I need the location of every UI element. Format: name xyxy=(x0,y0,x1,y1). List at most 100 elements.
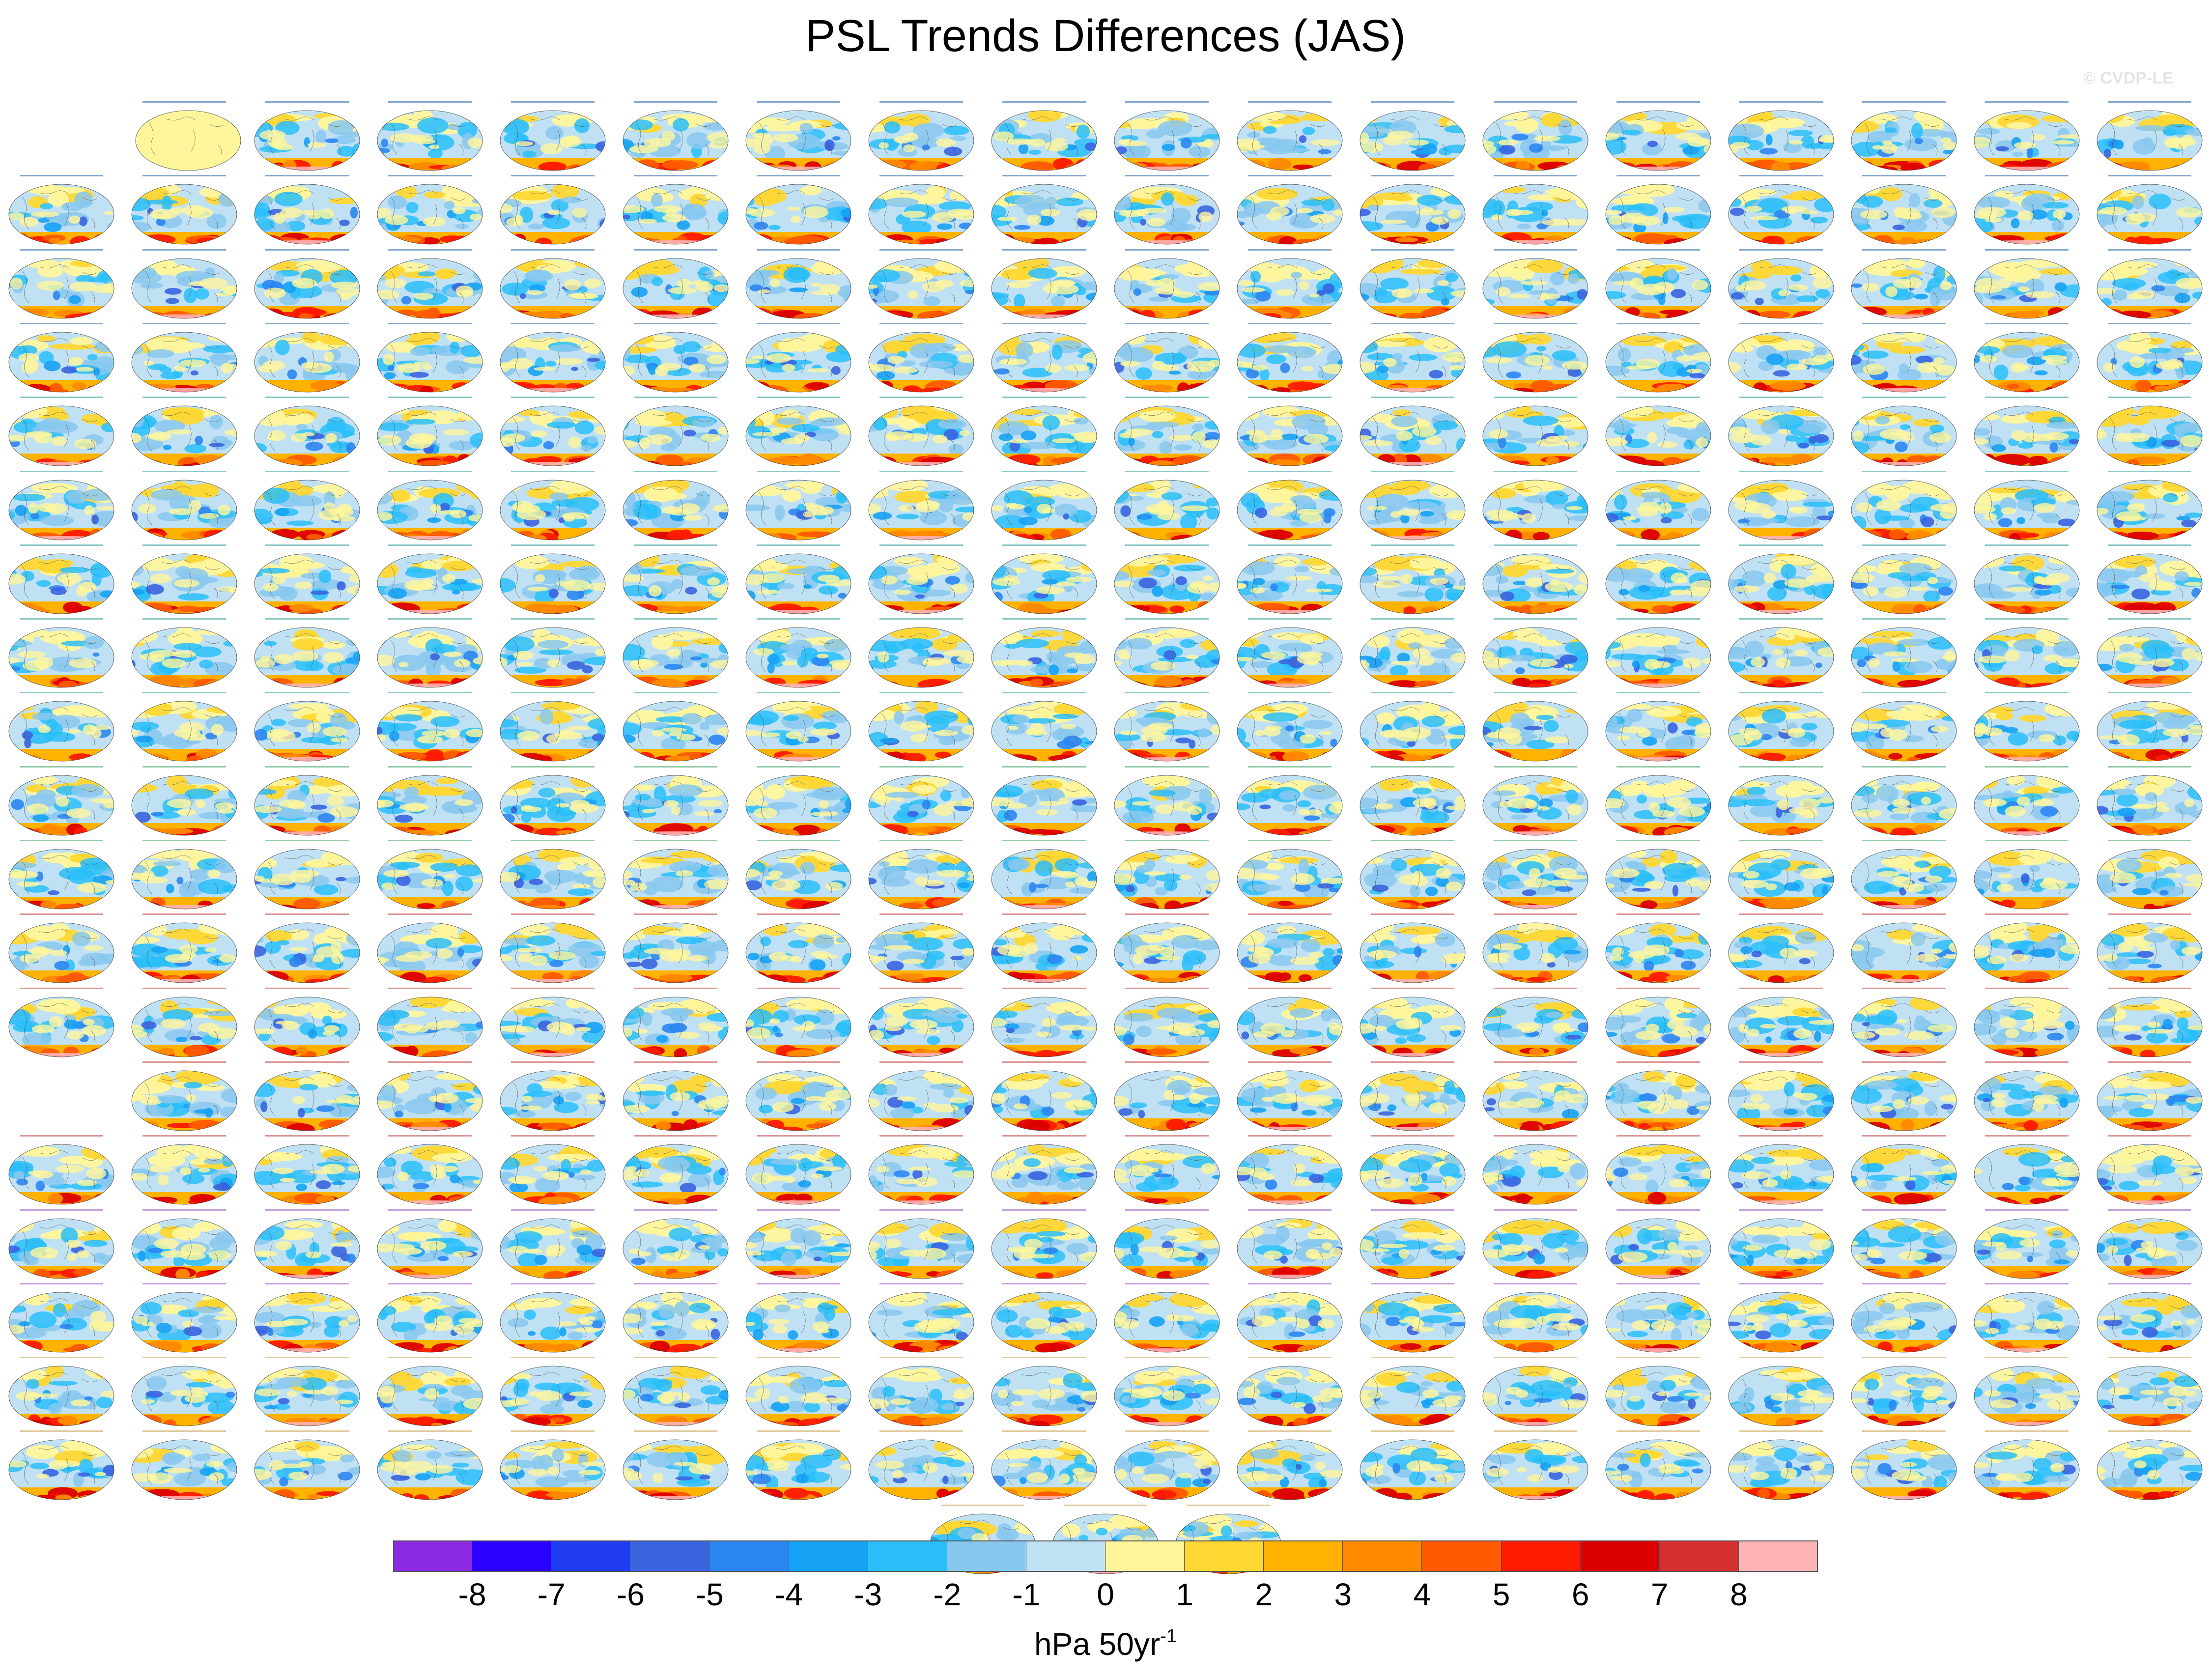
panel-label-strip xyxy=(1371,322,1454,324)
panel-label-strip xyxy=(1125,175,1209,177)
panel-map xyxy=(991,922,1097,983)
panel-label-strip xyxy=(265,101,349,103)
panel-map xyxy=(623,627,729,688)
map-panel xyxy=(614,689,737,763)
map-panel xyxy=(1965,837,2088,911)
panel-label-strip xyxy=(1616,913,1700,915)
map-panel xyxy=(1842,320,1965,394)
panel-map xyxy=(1360,1070,1466,1131)
panel-label-strip xyxy=(388,1430,472,1432)
panel-label-strip xyxy=(1616,1430,1700,1432)
trend-map xyxy=(500,258,606,318)
panel-map xyxy=(377,627,483,688)
panel-map xyxy=(1114,775,1220,836)
trend-map xyxy=(254,1292,360,1353)
panel-map xyxy=(623,1366,729,1426)
panel-map xyxy=(623,1144,729,1205)
panel-map xyxy=(745,405,851,466)
trend-map xyxy=(745,553,851,614)
trend-map xyxy=(377,1439,483,1500)
map-panel xyxy=(1720,1427,1842,1501)
panel-label-strip xyxy=(2108,175,2191,177)
panel-label-strip xyxy=(265,840,349,841)
trend-map xyxy=(1605,1366,1711,1426)
map-panel xyxy=(1106,763,1228,837)
trend-map xyxy=(1974,480,2080,540)
panel-label-strip xyxy=(511,692,595,694)
map-panel xyxy=(1351,468,1474,541)
panel-label-strip xyxy=(20,1282,103,1284)
trend-map xyxy=(1360,332,1466,393)
trend-map xyxy=(377,110,483,171)
map-panel xyxy=(0,985,123,1058)
map-panel xyxy=(1228,689,1351,763)
units-exponent: -1 xyxy=(1160,1626,1177,1647)
trend-map xyxy=(131,922,237,983)
map-panel xyxy=(246,689,368,763)
map-panel xyxy=(1965,98,2088,172)
map-panel xyxy=(860,320,983,394)
map-panel xyxy=(1106,1427,1228,1501)
map-panel xyxy=(860,394,983,467)
panel-map xyxy=(1728,922,1834,983)
panel-map xyxy=(377,184,483,245)
panel-map xyxy=(131,258,237,319)
map-panel xyxy=(123,1132,246,1206)
panel-label-strip xyxy=(1616,322,1700,324)
panel-label-strip xyxy=(511,101,595,103)
panel-map xyxy=(1114,997,1220,1057)
trend-map xyxy=(991,701,1097,762)
trend-map xyxy=(1114,627,1220,688)
panel-label-strip xyxy=(511,249,595,251)
trend-map xyxy=(500,480,606,540)
panel-label-strip xyxy=(142,1061,226,1063)
trend-map xyxy=(1605,1144,1711,1205)
panel-label-strip xyxy=(1248,1282,1332,1284)
panel-map xyxy=(131,701,237,762)
map-panel xyxy=(860,1427,983,1501)
panel-map xyxy=(1605,258,1711,319)
trend-map xyxy=(623,1366,729,1426)
map-panel xyxy=(246,615,368,689)
map-panel xyxy=(1597,1427,1720,1501)
map-panel xyxy=(1228,615,1351,689)
map-panel xyxy=(2088,1427,2211,1501)
panel-map xyxy=(254,1144,360,1205)
panel-map xyxy=(1851,553,1957,614)
panel-map xyxy=(745,849,851,910)
map-panel xyxy=(1351,98,1474,172)
trend-map xyxy=(1851,184,1957,245)
trend-map xyxy=(377,1070,483,1131)
panel-label-strip xyxy=(1862,1282,1946,1284)
trend-map xyxy=(623,184,729,245)
panel-label-strip xyxy=(1739,1282,1823,1284)
trend-map xyxy=(868,1144,974,1205)
panel-map xyxy=(131,1144,237,1205)
panel-label-strip xyxy=(1494,766,1577,768)
trend-map xyxy=(1114,1070,1220,1131)
panel-label-strip xyxy=(1064,1504,1147,1506)
map-panel xyxy=(614,468,737,541)
trend-map xyxy=(1360,405,1466,466)
trend-map xyxy=(868,332,974,393)
panel-label-strip xyxy=(1739,692,1823,694)
trend-map xyxy=(377,1292,483,1353)
map-panel xyxy=(1474,1280,1597,1354)
trend-map xyxy=(1605,332,1711,393)
map-panel xyxy=(1965,1058,2088,1132)
map-panel xyxy=(491,246,614,320)
trend-map xyxy=(623,701,729,762)
panel-label-strip xyxy=(142,618,226,620)
panel-map xyxy=(1114,1070,1220,1131)
map-panel xyxy=(0,1427,123,1501)
panel-map xyxy=(1851,849,1957,910)
panel-label-strip xyxy=(1616,1135,1700,1137)
map-panel xyxy=(1106,541,1228,615)
panel-map xyxy=(1851,1144,1957,1205)
panel-label-strip xyxy=(1002,1209,1086,1211)
panel-label-strip xyxy=(511,618,595,620)
map-panel xyxy=(2088,1206,2211,1280)
panel-label-strip xyxy=(265,618,349,620)
panel-map xyxy=(1482,775,1588,836)
panel-map xyxy=(377,480,483,541)
